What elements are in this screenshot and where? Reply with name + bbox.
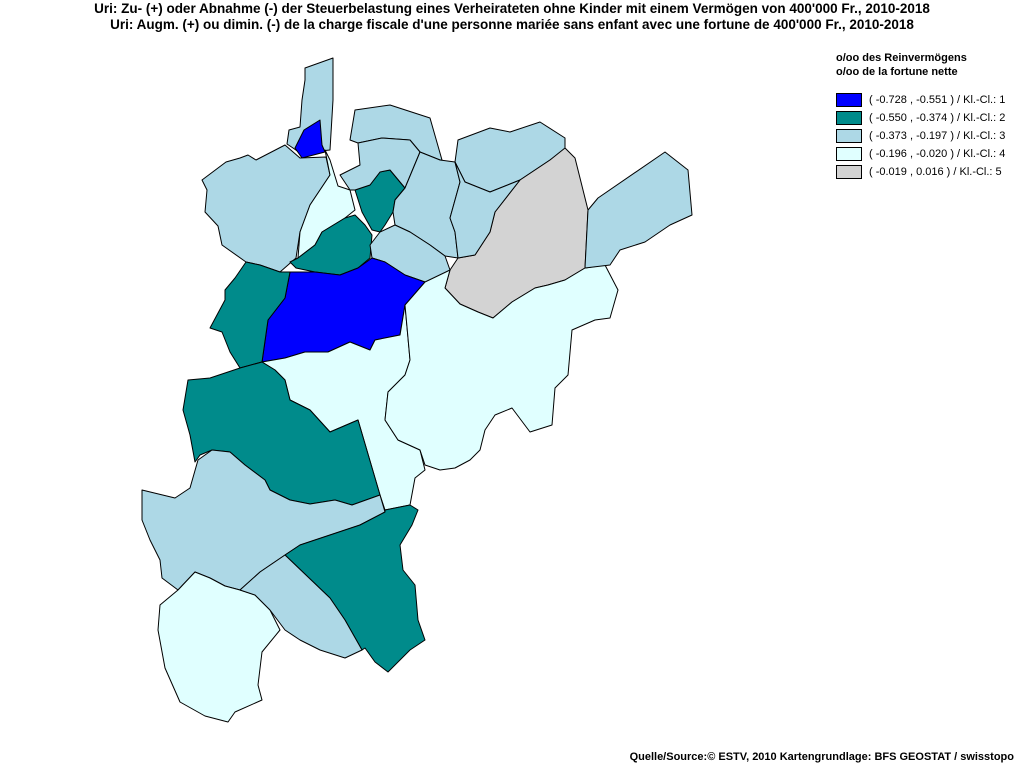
legend-label: ( -0.196 , -0.020 ) / Kl.-Cl.: 4 [869, 148, 1006, 160]
region-r17[interactable] [384, 264, 619, 471]
legend-label: ( -0.373 , -0.197 ) / Kl.-Cl.: 3 [869, 130, 1006, 142]
legend-label: ( -0.019 , 0.016 ) / Kl.-Cl.: 5 [869, 166, 1002, 178]
region-r03[interactable] [201, 144, 331, 273]
region-r21[interactable] [284, 504, 426, 673]
map-title-german: Uri: Zu- (+) oder Abnahme (-) der Steuer… [94, 1, 930, 16]
region-r12[interactable] [289, 214, 373, 276]
region-r22[interactable] [157, 571, 281, 723]
map-title-french: Uri: Augm. (+) ou dimin. (-) de la charg… [110, 17, 914, 32]
legend-swatch [836, 147, 862, 161]
legend-swatch [836, 129, 862, 143]
region-r01[interactable] [286, 57, 334, 154]
legend-heading-german: o/oo des Reinvermögens [836, 52, 967, 64]
source-credit: Quelle/Source:© ESTV, 2010 Kartengrundla… [629, 751, 1014, 763]
legend-heading-french: o/oo de la fortune nette [836, 66, 958, 78]
legend-swatch [836, 165, 862, 179]
region-r23[interactable] [239, 554, 363, 659]
legend-label: ( -0.550 , -0.374 ) / Kl.-Cl.: 2 [869, 112, 1006, 124]
region-r07[interactable] [339, 137, 421, 191]
legend-swatch [836, 93, 862, 107]
region-r11[interactable] [449, 161, 521, 259]
region-r02[interactable] [294, 119, 326, 159]
legend-swatch [836, 111, 862, 125]
legend-label: ( -0.728 , -0.551 ) / Kl.-Cl.: 1 [869, 94, 1006, 106]
region-r18[interactable] [584, 151, 693, 269]
